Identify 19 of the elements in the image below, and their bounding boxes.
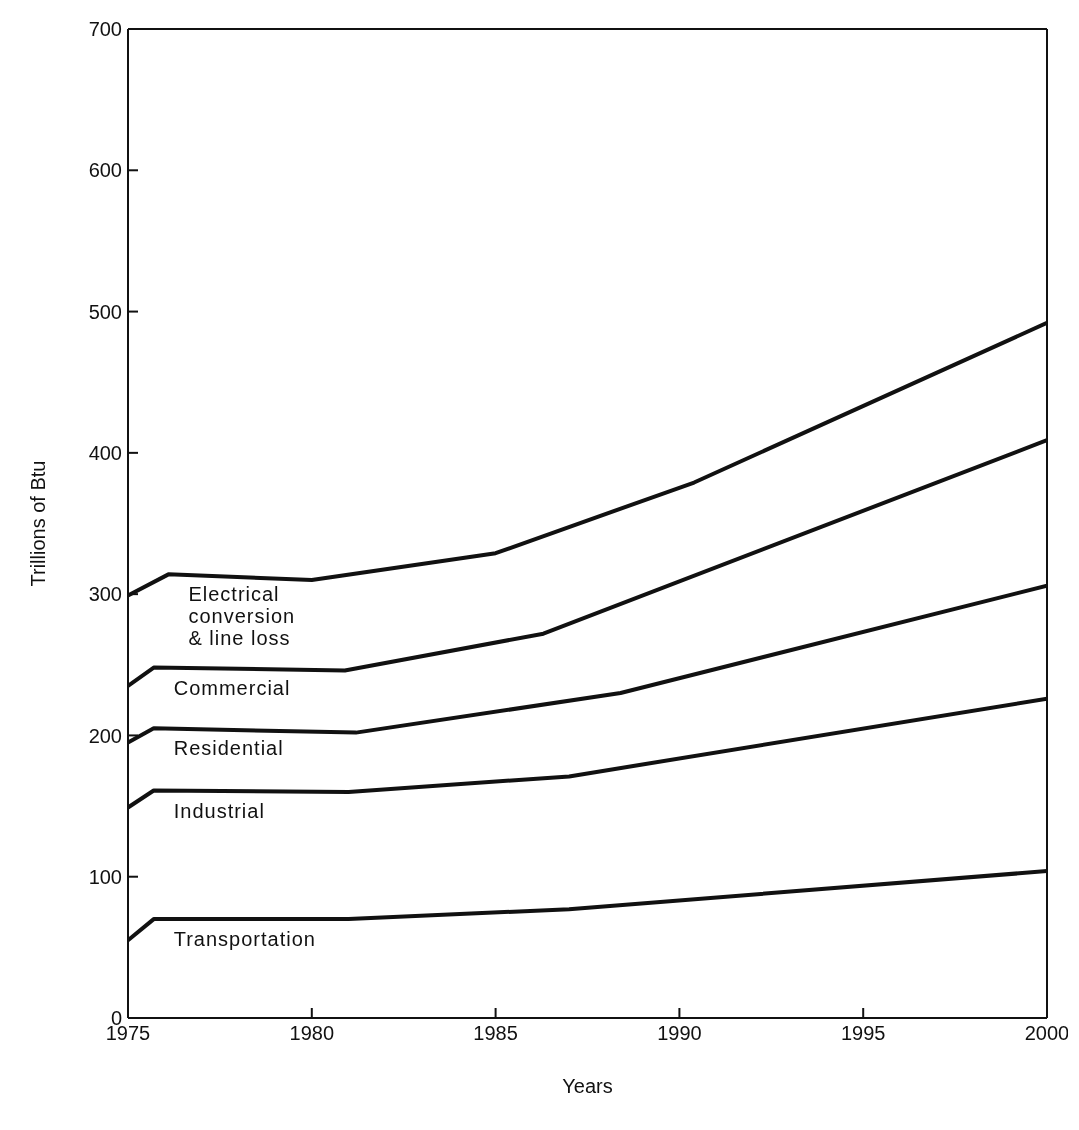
y-tick-label: 600 [88,159,122,182]
x-tick-label: 1995 [840,1022,886,1045]
series-label: Electrical conversion & line loss [188,583,296,650]
y-tick-label: 500 [88,300,122,323]
x-tick-label: 1985 [473,1022,518,1045]
y-axis-title: Trillions of Btu [27,460,50,587]
series-label: Industrial [173,799,265,822]
y-tick-label: 300 [88,583,122,606]
y-tick-label: 200 [88,724,122,747]
x-tick-label: 1980 [289,1022,335,1045]
y-tick-label: 100 [88,865,122,888]
series-label: Transportation [173,928,316,951]
series-label: Commercial [173,676,291,699]
y-tick-label: 700 [88,18,122,41]
x-tick-label: 1990 [657,1022,702,1045]
x-axis-title: Years [562,1075,613,1097]
y-tick-label: 400 [88,441,122,464]
series-label: Residential [173,737,284,760]
x-tick-label: 2000 [1024,1022,1070,1045]
